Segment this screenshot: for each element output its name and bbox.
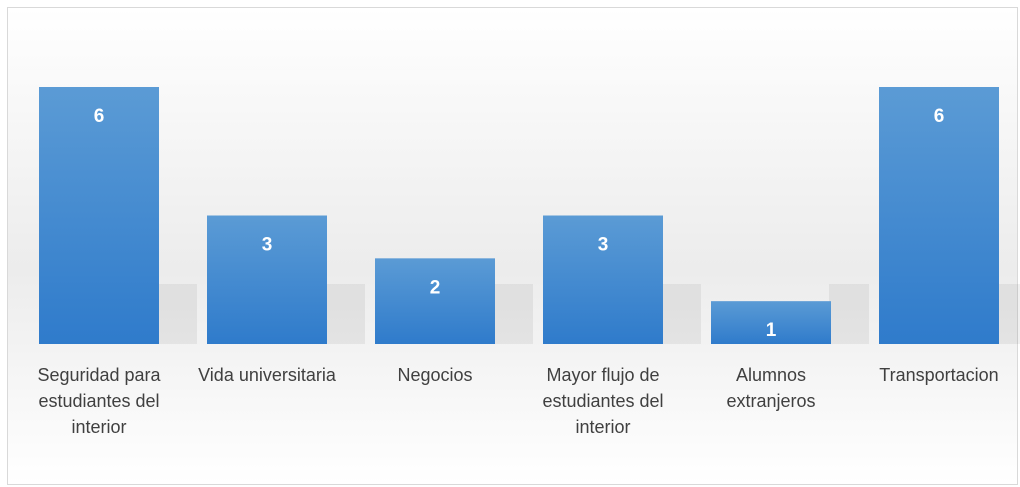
bar <box>207 215 327 344</box>
value-label: 3 <box>598 235 609 256</box>
x-tick-label: Seguridad para estudiantes del interior <box>37 365 161 437</box>
x-tick-label: Transportacion <box>879 365 999 385</box>
value-label: 6 <box>934 106 945 127</box>
bar <box>543 215 663 344</box>
x-tick-label: Negocios <box>397 365 473 385</box>
bar <box>39 87 159 344</box>
bar-shadow <box>829 284 869 344</box>
bar <box>375 258 495 344</box>
bar-shadow <box>493 284 533 344</box>
bar-shadow <box>997 284 1020 344</box>
x-tick-label: Vida universitaria <box>198 365 336 385</box>
bar-shadow <box>157 284 197 344</box>
value-label: 6 <box>94 106 105 127</box>
x-tick-label: Mayor flujo de estudiantes del interior <box>542 365 664 437</box>
bar <box>711 301 831 344</box>
bar-shadow <box>325 284 365 344</box>
value-label: 2 <box>430 277 441 298</box>
value-label: 1 <box>766 320 777 341</box>
chart-border <box>7 7 1018 485</box>
x-tick-label: Alumnos extranjeros <box>726 365 816 411</box>
value-label: 3 <box>262 235 273 256</box>
bar-shadow <box>661 284 701 344</box>
bar <box>879 87 999 344</box>
